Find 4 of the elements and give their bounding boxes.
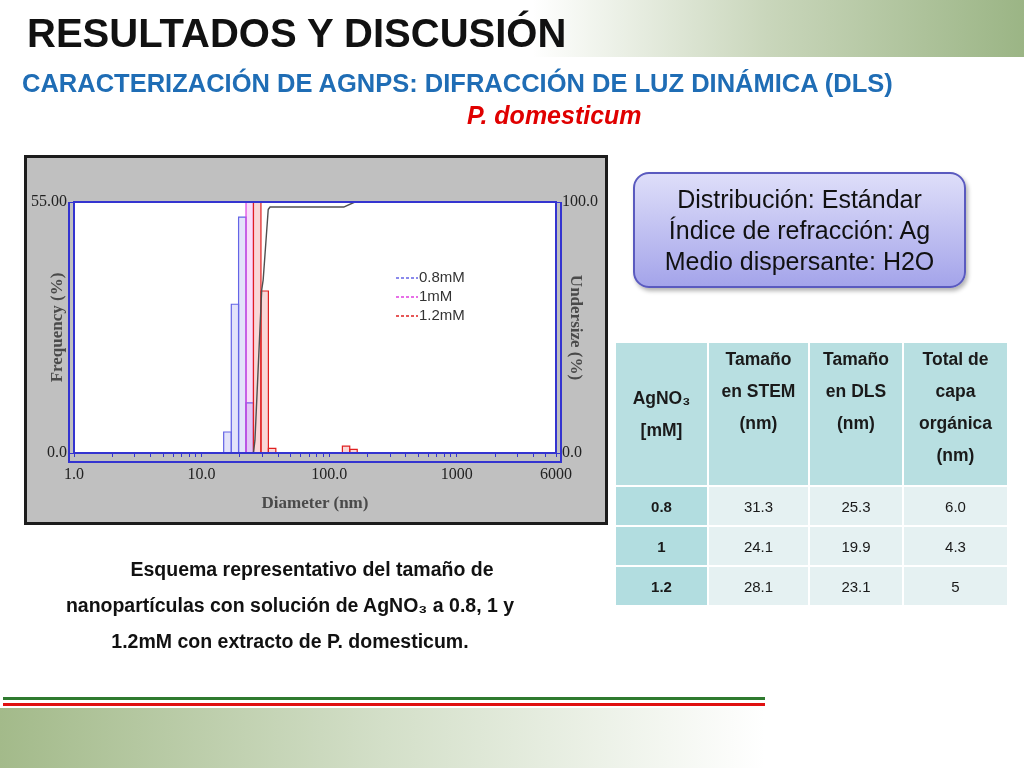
text: 4.3 bbox=[945, 537, 966, 555]
category-label: Total de capa orgánica (nm) bbox=[904, 343, 1007, 485]
text: 6.0 bbox=[945, 497, 966, 515]
text: 5 bbox=[951, 577, 960, 595]
